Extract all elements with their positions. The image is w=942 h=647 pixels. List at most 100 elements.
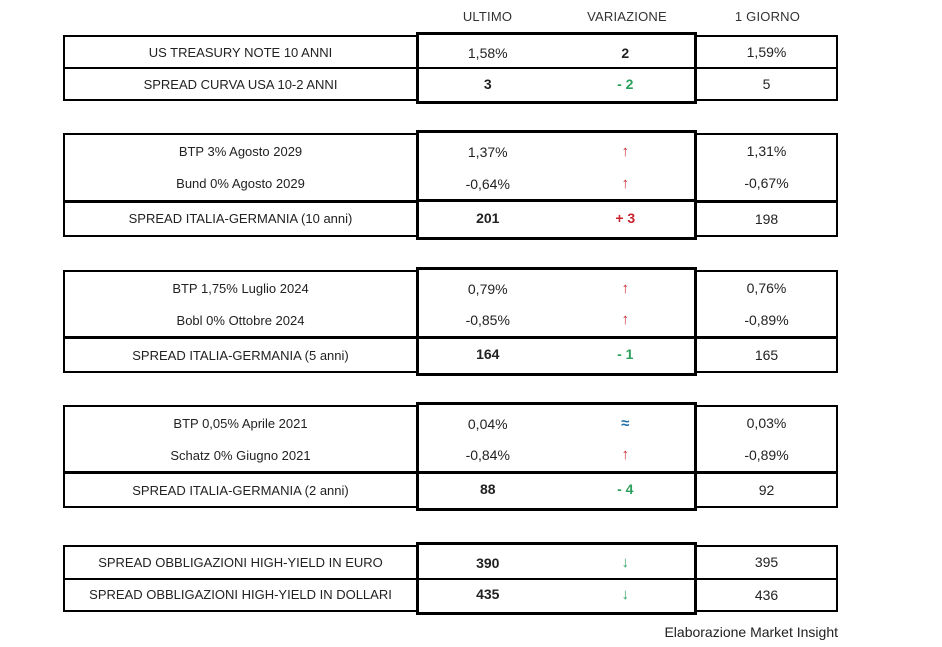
variazione-value: ↑ bbox=[621, 311, 630, 329]
report-content: ULTIMO VARIAZIONE 1 GIORNO US TREASURY N… bbox=[63, 0, 838, 647]
label-row: BTP 0,05% Aprile 2021 bbox=[65, 407, 416, 439]
ultimo-value: -0,64% bbox=[465, 175, 510, 192]
values-row: -0,84% ↑ bbox=[419, 439, 694, 470]
instrument-label: Bund 0% Agosto 2029 bbox=[176, 175, 305, 191]
col-header-variazione: VARIAZIONE bbox=[587, 9, 667, 24]
label-box: SPREAD OBBLIGAZIONI HIGH-YIELD IN EURO SP… bbox=[63, 545, 418, 612]
giorno-row: -0,89% bbox=[697, 439, 836, 471]
giorno-value: 1,59% bbox=[746, 44, 787, 60]
giorno-box: 0,03% -0,89% 92 bbox=[695, 405, 838, 508]
variazione-value: - 1 bbox=[617, 346, 634, 363]
data-table-usa-treasury: US TREASURY NOTE 10 ANNI SPREAD CURVA USA… bbox=[63, 32, 838, 104]
instrument-label: Bobl 0% Ottobre 2024 bbox=[176, 312, 305, 328]
label-row: SPREAD ITALIA-GERMANIA (5 anni) bbox=[65, 336, 416, 371]
giorno-row: 0,03% bbox=[697, 407, 836, 439]
values-row: 1,37% ↑ bbox=[419, 136, 694, 168]
instrument-label: BTP 1,75% Luglio 2024 bbox=[172, 280, 309, 296]
col-header-ultimo: ULTIMO bbox=[462, 9, 513, 24]
values-row: 0,79% ↑ bbox=[419, 273, 694, 304]
values-box: 0,79% ↑ -0,85% ↑ 164 - 1 bbox=[416, 267, 697, 376]
giorno-box: 1,31% -0,67% 198 bbox=[695, 133, 838, 237]
variazione-value: ↓ bbox=[621, 554, 630, 572]
label-box: BTP 1,75% Luglio 2024 Bobl 0% Ottobre 202… bbox=[63, 270, 418, 373]
giorno-row: -0,67% bbox=[697, 167, 836, 199]
col-header-giorno: 1 GIORNO bbox=[734, 9, 801, 24]
data-table-italia-germania-2-anni: BTP 0,05% Aprile 2021 Schatz 0% Giugno 20… bbox=[63, 402, 838, 511]
variazione-value: ↑ bbox=[621, 175, 630, 192]
instrument-label: SPREAD OBBLIGAZIONI HIGH-YIELD IN EURO bbox=[98, 554, 383, 570]
giorno-value: 165 bbox=[754, 347, 779, 363]
giorno-row: 92 bbox=[697, 471, 836, 506]
variazione-value: ↑ bbox=[621, 446, 630, 464]
giorno-value: -0,67% bbox=[744, 175, 789, 192]
variazione-value: ↑ bbox=[621, 143, 630, 161]
instrument-label: SPREAD OBBLIGAZIONI HIGH-YIELD IN DOLLAR… bbox=[89, 587, 392, 603]
values-box: 1,58% 2 3 - 2 bbox=[416, 32, 697, 104]
data-table-high-yield: SPREAD OBBLIGAZIONI HIGH-YIELD IN EURO SP… bbox=[63, 542, 838, 615]
values-row: 3 - 2 bbox=[419, 67, 694, 98]
instrument-label: SPREAD ITALIA-GERMANIA (2 anni) bbox=[132, 482, 349, 498]
values-box: 0,04% ≈ -0,84% ↑ 88 - 4 bbox=[416, 402, 697, 511]
variazione-value: - 4 bbox=[617, 481, 634, 498]
variazione-value: ↓ bbox=[621, 585, 630, 603]
source-credit: Elaborazione Market Insight bbox=[664, 624, 838, 640]
label-row: SPREAD OBBLIGAZIONI HIGH-YIELD IN DOLLAR… bbox=[65, 577, 416, 611]
values-row: 390 ↓ bbox=[419, 548, 694, 578]
ultimo-value: 1,37% bbox=[467, 143, 508, 160]
values-row: 1,58% 2 bbox=[419, 38, 694, 67]
values-row: -0,64% ↑ bbox=[419, 168, 694, 200]
values-row: -0,85% ↑ bbox=[419, 304, 694, 335]
ultimo-value: 0,79% bbox=[467, 280, 508, 297]
instrument-label: US TREASURY NOTE 10 ANNI bbox=[148, 44, 333, 60]
label-row: SPREAD ITALIA-GERMANIA (10 anni) bbox=[65, 199, 416, 235]
values-row: 0,04% ≈ bbox=[419, 408, 694, 439]
giorno-row: 1,59% bbox=[697, 37, 836, 67]
values-row: 164 - 1 bbox=[419, 335, 694, 370]
giorno-value: 0,76% bbox=[746, 280, 787, 296]
label-row: BTP 3% Agosto 2029 bbox=[65, 135, 416, 167]
giorno-value: -0,89% bbox=[744, 312, 789, 328]
variazione-value: ≈ bbox=[621, 415, 630, 433]
instrument-label: SPREAD ITALIA-GERMANIA (5 anni) bbox=[132, 347, 349, 363]
giorno-row: 5 bbox=[697, 67, 836, 99]
values-row: 435 ↓ bbox=[419, 577, 694, 610]
giorno-value: 92 bbox=[758, 482, 775, 498]
label-box: BTP 0,05% Aprile 2021 Schatz 0% Giugno 20… bbox=[63, 405, 418, 508]
ultimo-value: 390 bbox=[476, 554, 500, 571]
ultimo-value: -0,84% bbox=[465, 446, 510, 463]
ultimo-value: 0,04% bbox=[467, 415, 508, 432]
variazione-value: 2 bbox=[621, 44, 630, 61]
variazione-value: + 3 bbox=[615, 210, 636, 227]
label-row: BTP 1,75% Luglio 2024 bbox=[65, 272, 416, 304]
instrument-label: Schatz 0% Giugno 2021 bbox=[170, 447, 311, 463]
giorno-row: 198 bbox=[697, 199, 836, 235]
column-headers: ULTIMO VARIAZIONE 1 GIORNO bbox=[63, 9, 838, 24]
ultimo-value: -0,85% bbox=[465, 311, 510, 328]
label-box: US TREASURY NOTE 10 ANNI SPREAD CURVA USA… bbox=[63, 35, 418, 101]
instrument-label: BTP 3% Agosto 2029 bbox=[178, 143, 303, 159]
label-row: SPREAD CURVA USA 10-2 ANNI bbox=[65, 67, 416, 99]
giorno-box: 395 436 bbox=[695, 545, 838, 612]
giorno-row: 395 bbox=[697, 547, 836, 578]
values-box: 390 ↓ 435 ↓ bbox=[416, 542, 697, 615]
giorno-value: 5 bbox=[762, 76, 771, 92]
label-row: Bund 0% Agosto 2029 bbox=[65, 167, 416, 199]
giorno-row: -0,89% bbox=[697, 304, 836, 336]
ultimo-value: 201 bbox=[476, 210, 500, 227]
values-row: 201 + 3 bbox=[419, 199, 694, 234]
ultimo-value: 1,58% bbox=[467, 44, 508, 61]
instrument-label: BTP 0,05% Aprile 2021 bbox=[173, 415, 308, 431]
header-spacer bbox=[63, 9, 418, 24]
label-row: Bobl 0% Ottobre 2024 bbox=[65, 304, 416, 336]
label-row: SPREAD ITALIA-GERMANIA (2 anni) bbox=[65, 471, 416, 506]
data-table-italia-germania-10-anni: BTP 3% Agosto 2029 Bund 0% Agosto 2029 SPR… bbox=[63, 130, 838, 240]
giorno-row: 436 bbox=[697, 577, 836, 611]
giorno-row: 0,76% bbox=[697, 272, 836, 304]
giorno-box: 1,59% 5 bbox=[695, 35, 838, 101]
variazione-value: - 2 bbox=[617, 75, 634, 92]
label-row: SPREAD OBBLIGAZIONI HIGH-YIELD IN EURO bbox=[65, 547, 416, 578]
label-box: BTP 3% Agosto 2029 Bund 0% Agosto 2029 SPR… bbox=[63, 133, 418, 237]
data-table-italia-germania-5-anni: BTP 1,75% Luglio 2024 Bobl 0% Ottobre 202… bbox=[63, 267, 838, 376]
giorno-value: 436 bbox=[754, 586, 779, 603]
